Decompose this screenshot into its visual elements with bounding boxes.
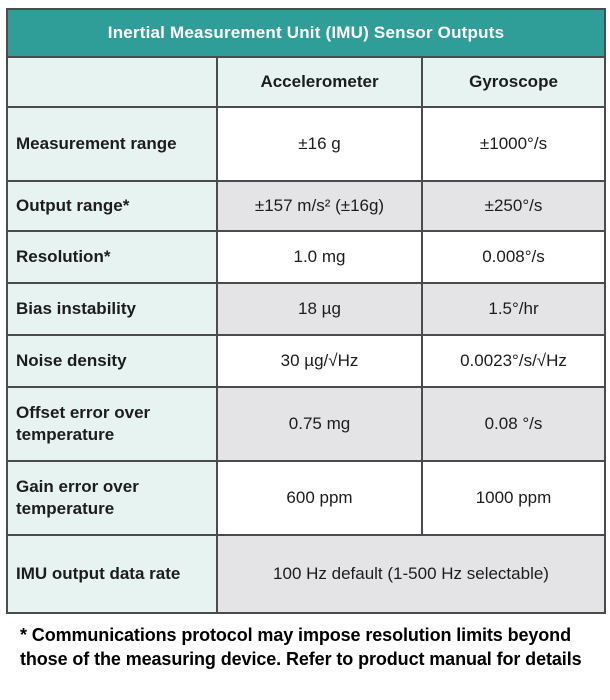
table-row: Noise density 30 µg/√Hz 0.0023°/s/√Hz xyxy=(6,334,606,388)
row-label-imu-output-data-rate: IMU output data rate xyxy=(6,534,218,614)
table-row: Gain error over temperature 600 ppm 1000… xyxy=(6,460,606,536)
column-header-empty xyxy=(6,56,218,108)
accel-value: ±16 g xyxy=(216,106,423,182)
table-title: Inertial Measurement Unit (IMU) Sensor O… xyxy=(6,8,606,58)
gyro-value: 0.08 °/s xyxy=(421,386,606,462)
imu-spec-table: Inertial Measurement Unit (IMU) Sensor O… xyxy=(6,8,606,614)
accel-value: ±157 m/s² (±16g) xyxy=(216,180,423,232)
table-row: IMU output data rate 100 Hz default (1-5… xyxy=(6,534,606,614)
row-label-resolution: Resolution* xyxy=(6,230,218,284)
gyro-value: 1000 ppm xyxy=(421,460,606,536)
merged-data-rate-value: 100 Hz default (1-500 Hz selectable) xyxy=(216,534,606,614)
table-row: Offset error over temperature 0.75 mg 0.… xyxy=(6,386,606,462)
accel-value: 30 µg/√Hz xyxy=(216,334,423,388)
accel-value: 600 ppm xyxy=(216,460,423,536)
gyro-value: ±1000°/s xyxy=(421,106,606,182)
table-row: Resolution* 1.0 mg 0.008°/s xyxy=(6,230,606,284)
accel-value: 0.75 mg xyxy=(216,386,423,462)
gyro-value: ±250°/s xyxy=(421,180,606,232)
column-header-gyroscope: Gyroscope xyxy=(421,56,606,108)
table-row: Measurement range ±16 g ±1000°/s xyxy=(6,106,606,182)
gyro-value: 0.008°/s xyxy=(421,230,606,284)
gyro-value: 1.5°/hr xyxy=(421,282,606,336)
accel-value: 1.0 mg xyxy=(216,230,423,284)
table-row: Output range* ±157 m/s² (±16g) ±250°/s xyxy=(6,180,606,232)
row-label-output-range: Output range* xyxy=(6,180,218,232)
accel-value: 18 µg xyxy=(216,282,423,336)
column-header-accelerometer: Accelerometer xyxy=(216,56,423,108)
table-row: Bias instability 18 µg 1.5°/hr xyxy=(6,282,606,336)
row-label-measurement-range: Measurement range xyxy=(6,106,218,182)
gyro-value: 0.0023°/s/√Hz xyxy=(421,334,606,388)
row-label-gain-error: Gain error over temperature xyxy=(6,460,218,536)
row-label-bias-instability: Bias instability xyxy=(6,282,218,336)
row-label-offset-error: Offset error over temperature xyxy=(6,386,218,462)
footnote: * Communications protocol may impose res… xyxy=(20,625,582,669)
row-label-noise-density: Noise density xyxy=(6,334,218,388)
